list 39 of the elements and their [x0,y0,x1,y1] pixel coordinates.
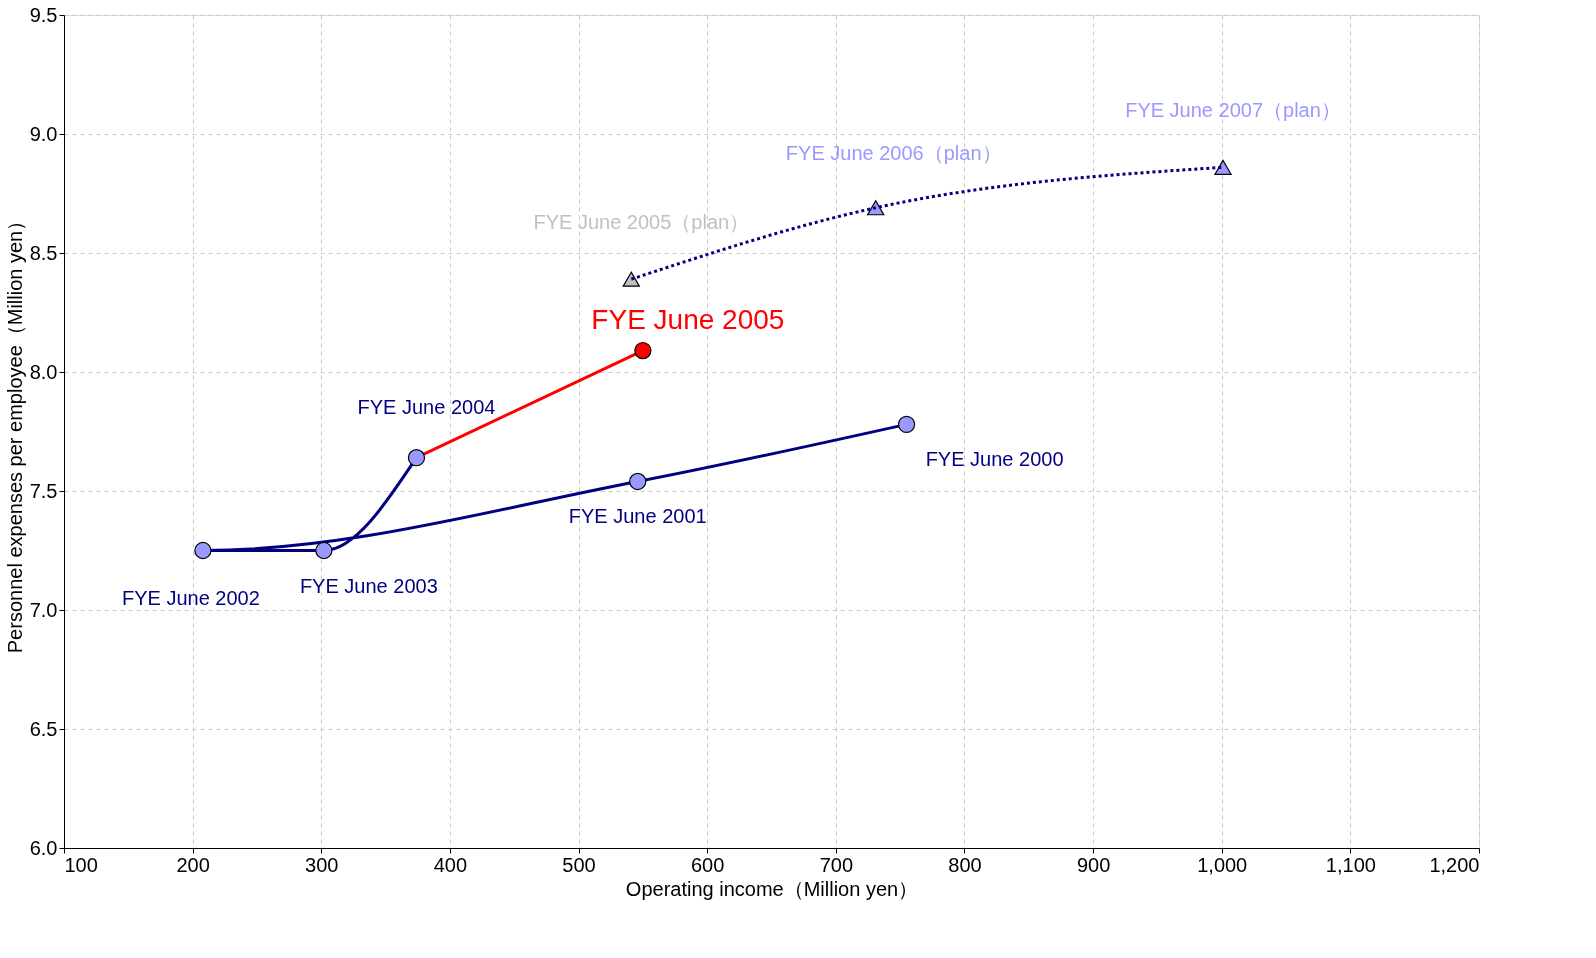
x-tick-label: 1,000 [1197,853,1248,876]
x-tick-label: 400 [433,853,468,876]
x-tick-label: 500 [562,853,596,876]
annotation: FYE June 2005（plan） [533,211,750,234]
x-tick-label: 1,200 [1429,853,1480,876]
y-tick-label: 6.5 [29,717,58,740]
y-tick-label: 6.0 [29,836,58,859]
y-tick-label: 7.5 [29,479,58,502]
y-tick-label: 8.5 [29,241,58,264]
annotation: FYE June 2002 [121,586,260,609]
annotation: FYE June 2001 [568,505,707,528]
point [622,271,640,287]
x-tick-label: 100 [64,853,98,876]
x-tick-label: 300 [305,853,339,876]
y-tick-label: 8.0 [29,360,58,383]
point [1214,159,1232,175]
x-tick-label: 700 [819,853,854,876]
point [897,415,916,434]
y-tick-label: 7.0 [29,598,58,621]
point [194,541,212,560]
annotation: FYE June 2007（plan） [1125,99,1341,122]
annotation: FYE June 2000 [925,448,1064,471]
x-tick-label: 900 [1076,853,1111,876]
point [634,341,652,360]
point [315,541,333,560]
x-axis-title: Operating income（Million yen） [625,877,919,900]
point [407,449,426,467]
annotation: FYE June 2006（plan） [785,141,1002,164]
y-tick-label: 9.5 [29,3,58,26]
x-tick-label: 200 [176,853,210,876]
y-axis-title: Personnel expenses per employee（Million yen） [3,210,26,654]
annotation: FYE June 2005 [591,303,785,335]
annotation: FYE June 2003 [299,574,438,597]
annotation: FYE June 2004 [357,395,496,418]
y-tick-label: 9.0 [29,122,58,145]
point [629,472,647,491]
x-tick-label: 800 [948,853,982,876]
x-tick-label: 1,100 [1325,853,1376,876]
x-tick-label: 600 [690,853,725,876]
